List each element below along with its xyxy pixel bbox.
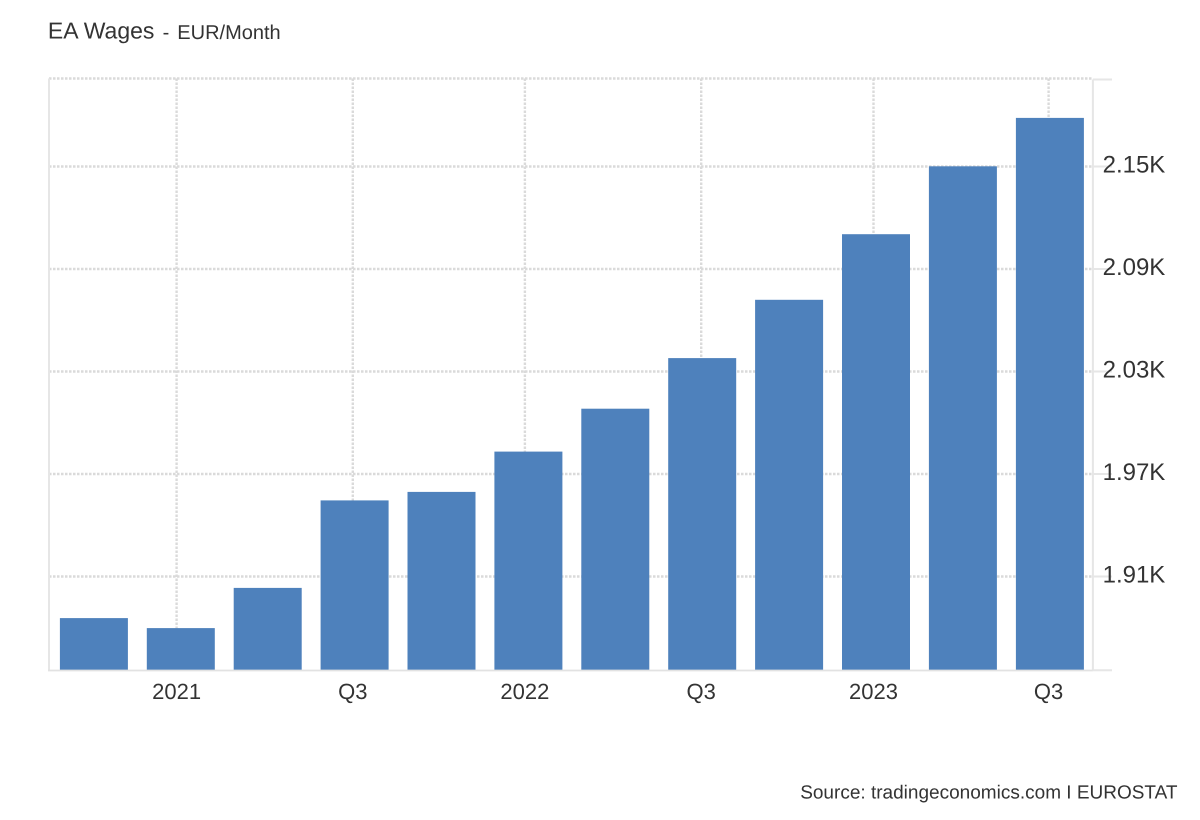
svg-text:2.03K: 2.03K: [1103, 357, 1166, 384]
svg-text:Q3: Q3: [338, 679, 367, 704]
svg-text:2.15K: 2.15K: [1103, 152, 1166, 179]
svg-text:2021: 2021: [152, 679, 201, 704]
svg-text:1.91K: 1.91K: [1103, 562, 1166, 589]
svg-text:2022: 2022: [500, 679, 549, 704]
svg-text:Q3: Q3: [1034, 679, 1063, 704]
svg-text:2023: 2023: [849, 679, 898, 704]
svg-text:EA Wages: EA Wages: [48, 18, 155, 44]
svg-text:1.97K: 1.97K: [1103, 459, 1166, 486]
svg-text:EUR/Month: EUR/Month: [177, 22, 280, 44]
svg-text:Q3: Q3: [687, 679, 716, 704]
svg-text:Source: tradingeconomics.com I: Source: tradingeconomics.com I EUROSTAT: [800, 783, 1178, 804]
svg-text:-: -: [163, 22, 170, 44]
svg-text:2.09K: 2.09K: [1103, 254, 1166, 281]
